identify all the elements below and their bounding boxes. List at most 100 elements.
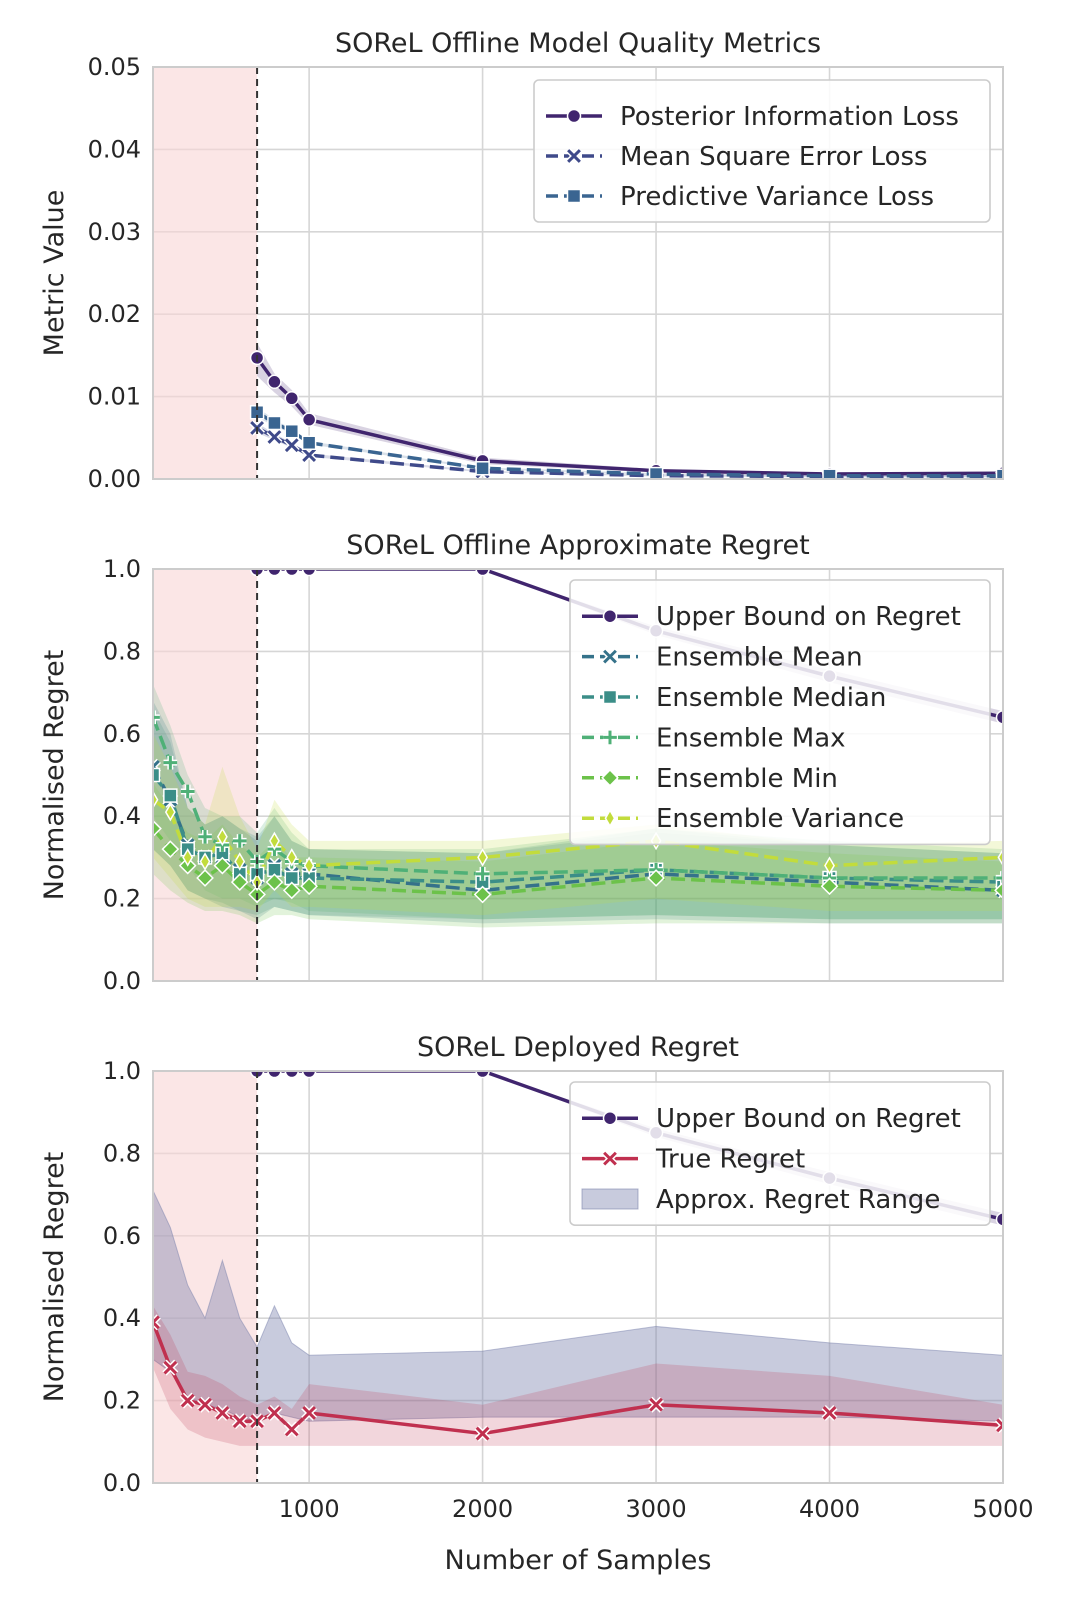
y-tick-label: 0.05 [88,53,141,81]
legend-label: True Regret [655,1145,805,1175]
data-point [996,871,1003,885]
legend-box [569,1081,991,1226]
x-tick-label: 1000 [279,1495,340,1523]
legend-marker [603,730,617,745]
data-point [161,840,180,859]
data-point [163,755,178,770]
legend-label: Approx. Regret Range [656,1185,940,1215]
legend-item: Predictive Variance Loss [546,182,934,212]
x-tick-label: 2000 [452,1495,513,1523]
data-point [284,423,300,439]
data-point [995,468,1003,479]
plot-area [249,343,1003,479]
legend-item: Ensemble Mean [582,643,863,673]
chart-title: SOReL Deployed Regret [417,1032,739,1063]
legend-marker [567,149,581,163]
data-point [475,461,490,476]
legend: Posterior Information Loss Mean Square Er… [533,79,991,223]
legend-label: Upper Bound on Regret [656,1104,961,1134]
data-point [153,790,159,810]
legend-label: Ensemble Mean [656,643,863,673]
data-point [300,877,318,896]
legend-item: True Regret [582,1145,805,1175]
data-point [232,834,247,848]
chart-title: SOReL Offline Approximate Regret [346,530,809,561]
y-tick-label: 0.2 [103,1387,141,1415]
data-point [475,867,490,881]
data-point [215,1406,230,1420]
data-point [475,1071,490,1079]
y-axis-label: Normalised Regret [39,650,70,901]
data-point [822,468,837,479]
y-tick-label: 0.2 [103,885,141,913]
data-point [153,710,160,725]
y-tick-label: 0.03 [88,218,141,246]
y-tick-label: 0.6 [103,1222,141,1250]
data-point [649,1397,663,1412]
legend-box [569,579,991,846]
legend-item: Mean Square Error Loss [546,142,928,172]
legend-marker [566,188,582,204]
series-line [255,356,1003,476]
data-point [995,874,1003,890]
data-point [284,1422,299,1437]
data-point [284,390,300,406]
data-point [265,873,284,891]
legend-marker [603,649,617,664]
data-point [153,767,161,783]
data-point [473,885,492,904]
y-tick-label: 0.02 [88,300,141,328]
y-tick-label: 0.8 [103,1139,141,1167]
data-point [284,569,300,577]
legend-item: Posterior Information Loss [546,102,959,132]
legend-marker [602,1110,618,1126]
data-point [267,415,282,431]
y-tick-label: 0.0 [103,1469,141,1497]
y-tick-label: 1.0 [103,555,141,583]
data-point [232,1414,247,1429]
legend-item: Ensemble Median [582,683,886,713]
data-point [475,569,490,577]
data-point [995,710,1003,725]
data-point [163,1360,178,1375]
x-tick-label: 5000 [972,1495,1033,1523]
plot-area [153,569,1003,928]
data-point [301,412,317,427]
legend: Upper Bound on Regret True Regret Approx. … [569,1081,991,1226]
legend-label: Ensemble Variance [656,804,904,834]
data-point [647,869,665,887]
data-point [182,848,194,867]
data-point [196,869,214,887]
y-tick-label: 0.4 [103,802,141,830]
data-point [267,1406,282,1420]
legend-label: Ensemble Min [656,764,838,794]
data-point [267,430,282,444]
data-point [282,881,301,900]
confidence-band [257,343,1003,475]
legend: Upper Bound on Regret Ensemble Mean Ensemb… [569,579,991,846]
data-point [997,848,1003,867]
axes-frame [152,568,1004,982]
data-point [303,856,315,875]
data-point [996,1418,1003,1433]
data-point [230,873,249,891]
data-point [180,784,195,799]
legend-item: Upper Bound on Regret [582,1104,961,1134]
y-tick-label: 0.0 [103,967,141,995]
chart-panel-1: 0.00 0.01 0.02 0.03 0.04 0.05 SOReL Offline Mo… [39,28,1004,493]
data-point [475,1426,490,1441]
data-point [301,569,317,577]
legend-marker [601,768,619,787]
y-tick-label: 1.0 [103,1057,141,1085]
data-point [301,1071,317,1079]
legend-item: Ensemble Variance [582,804,904,834]
chart-panel-3: 0.0 0.2 0.4 0.6 0.8 1.0 1000 2000 3000 4000 5000 SO… [39,1032,1034,1576]
legend-swatch-patch [581,1188,639,1210]
y-axis-label: Normalised Regret [39,1152,70,1403]
confidence-band [257,407,1003,477]
data-point [284,438,299,453]
data-point [234,852,246,871]
legend-label: Upper Bound on Regret [656,602,961,632]
x-axis-label: Number of Samples [445,1545,712,1576]
